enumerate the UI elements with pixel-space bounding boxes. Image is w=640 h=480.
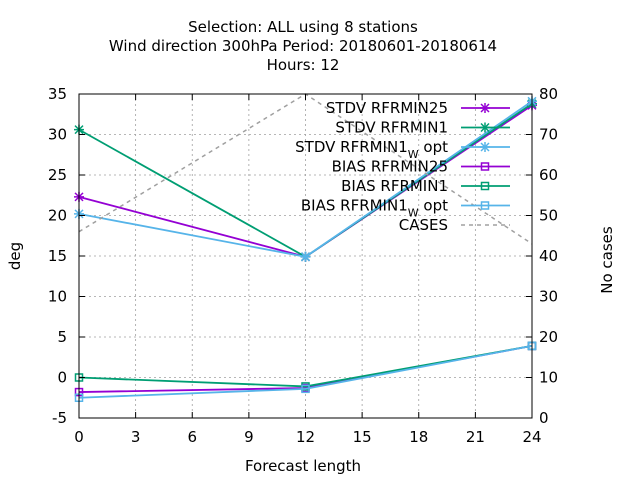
chart-title-line: Wind direction 300hPa Period: 20180601-2… [109,37,497,55]
y-tick-label: 0 [57,369,67,387]
data-point [480,181,490,191]
y-tick-label: 5 [57,328,67,346]
x-tick-label: 3 [131,428,141,446]
x-tick-label: 18 [409,428,428,446]
x-tick-label: 9 [244,428,254,446]
y2-tick-label: 40 [539,247,558,265]
y-tick-label: 25 [48,166,67,184]
y2-tick-label: 60 [539,166,558,184]
data-point [480,103,490,113]
legend-label: STDV RFRMIN25 [326,99,448,117]
y2-tick-label: 10 [539,369,558,387]
y2-tick-label: 70 [539,126,558,144]
data-point [300,251,311,262]
x-tick-label: 24 [522,428,541,446]
y-tick-label: 30 [48,126,67,144]
axis-ticks: -5 0 5 10 15 20 25 30 35 0 10 20 30 40 50 60 70 80 0 3 6 9 12 1… [48,85,558,446]
y-tick-label: -5 [52,409,67,427]
series-line [78,93,533,245]
x-tick-label: 21 [466,428,485,446]
y-tick-label: 20 [48,207,67,225]
y2-tick-label: 0 [539,409,549,427]
y-tick-label: 15 [48,247,67,265]
x-tick-label: 12 [296,428,315,446]
legend-label: BIAS RFRMIN1 [341,177,448,195]
chart-title-line: Selection: ALL using 8 stations [188,18,418,36]
data-point [301,384,310,394]
y2-axis-label: No cases [598,226,616,294]
chart-title-line: Hours: 12 [267,56,340,74]
x-tick-label: 15 [353,428,372,446]
x-tick-label: 0 [74,428,84,446]
data-point [480,122,490,133]
axis-labels: Forecast length deg No cases [6,226,616,475]
y2-tick-label: 20 [539,328,558,346]
y-tick-label: 10 [48,288,67,306]
y2-tick-label: 30 [539,288,558,306]
legend-label: BIAS RFRMIN1W opt [301,197,448,220]
y2-tick-label: 80 [539,85,558,103]
data-point [480,162,490,171]
legend-label: BIAS RFRMIN25 [332,158,448,176]
legend-label: STDV RFRMIN1 [335,119,448,137]
data-point [480,142,490,152]
x-tick-label: 6 [187,428,197,446]
y-axis-label: deg [6,242,24,270]
y-tick-label: 35 [48,85,67,103]
data-point [480,201,490,210]
x-axis-label: Forecast length [245,457,361,475]
legend-label: STDV RFRMIN1W opt [295,138,448,161]
y2-tick-label: 50 [539,207,558,225]
series-line [78,345,533,399]
legend-label: CASES [399,216,448,234]
